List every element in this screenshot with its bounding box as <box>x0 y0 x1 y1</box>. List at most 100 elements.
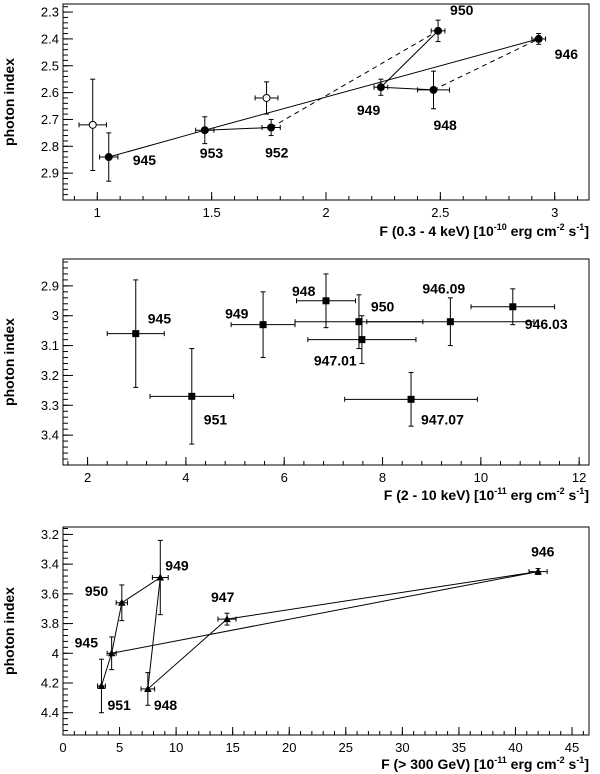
point-label: 946.09 <box>422 281 465 297</box>
x-tick-label: 2 <box>84 470 91 485</box>
triangle-marker <box>223 615 231 623</box>
point-label: 951 <box>107 697 131 713</box>
y-axis-title: photon index <box>1 587 17 675</box>
y-tick-label: 3.8 <box>41 616 59 631</box>
filled-circle-marker <box>434 26 443 35</box>
point-label: 948 <box>292 283 316 299</box>
x-tick-label: 12 <box>572 470 586 485</box>
point-label: 945 <box>148 311 172 327</box>
open-circle-marker <box>262 93 271 102</box>
x-tick-label: 8 <box>379 470 386 485</box>
plot-frame <box>62 526 590 736</box>
square-marker <box>509 303 517 311</box>
x-tick-label: 10 <box>474 470 488 485</box>
point-label: 951 <box>204 411 228 427</box>
chart-panel-3: 0 5 10 15 20 25 30 35 40 45 3.2 3.4 3.6 3.8 4 4.2 4.4 pho… <box>1 526 590 772</box>
point-label: 945 <box>75 634 99 650</box>
square-marker <box>132 330 140 338</box>
y-axis-title: photon index <box>1 318 17 406</box>
data-point: 946.03 <box>470 288 568 332</box>
y-tick-label: 4.2 <box>41 676 59 691</box>
point-label: 948 <box>154 697 178 713</box>
x-axis-title: F (0.3 - 4 keV) [10-10 erg cm-2 s-1] <box>379 222 589 239</box>
data-point <box>254 81 279 115</box>
filled-circle-marker <box>200 126 209 135</box>
connecting-line-solid <box>204 38 539 131</box>
y-tick-label: 2.4 <box>41 31 59 46</box>
data-point: 948 <box>140 672 178 713</box>
point-label: 947.01 <box>314 353 357 369</box>
square-marker <box>358 336 366 344</box>
data-point: 947 <box>211 589 237 626</box>
square-marker <box>446 318 454 326</box>
point-label: 946 <box>531 544 555 560</box>
point-label: 949 <box>357 102 381 118</box>
point-label: 945 <box>133 152 157 168</box>
x-tick-label: 35 <box>452 740 466 755</box>
square-marker <box>259 321 267 329</box>
x-tick-label: 1.5 <box>203 205 221 220</box>
data-point: 952 <box>261 118 289 161</box>
data-point: 948 <box>292 273 356 329</box>
x-tick-label: 45 <box>565 740 579 755</box>
triangle-marker <box>118 598 126 606</box>
square-marker <box>355 318 363 326</box>
data-point: 953 <box>195 116 223 161</box>
data-point: 950 <box>430 2 474 43</box>
y-tick-label: 2.8 <box>41 139 59 154</box>
data-point: 947.01 <box>307 315 417 369</box>
x-tick-label: 1 <box>94 205 101 220</box>
y-tick-label: 3.2 <box>41 368 59 383</box>
y-tick-label: 4.4 <box>41 705 59 720</box>
point-label: 950 <box>371 299 395 315</box>
data-point <box>78 78 107 171</box>
x-tick-label: 0 <box>59 740 66 755</box>
x-tick-label: 3 <box>551 205 558 220</box>
x-tick-label: 20 <box>282 740 296 755</box>
y-tick-label: 3.1 <box>41 338 59 353</box>
point-label: 949 <box>225 306 249 322</box>
data-point: 945 <box>75 634 117 671</box>
data-point: 945 <box>106 279 172 388</box>
data-point: 950 <box>85 583 128 622</box>
x-tick-label: 5 <box>116 740 123 755</box>
x-axis-title: F (> 300 GeV) [10-11 erg cm-2 s-1] <box>381 755 589 772</box>
filled-circle-marker <box>267 123 276 132</box>
x-tick-label: 40 <box>508 740 522 755</box>
y-tick-label: 3.3 <box>41 398 59 413</box>
chart-panel-2: 2 4 6 8 10 12 2.9 3 3.1 3.2 3.3 3.4 photon index F (2… <box>1 258 590 503</box>
x-tick-label: 10 <box>169 740 183 755</box>
point-label: 949 <box>165 558 189 574</box>
y-tick-label: 2.9 <box>41 166 59 181</box>
triangle-marker <box>97 681 106 689</box>
filled-circle-marker <box>104 153 113 162</box>
data-point: 951 <box>149 348 235 445</box>
square-marker <box>322 297 330 305</box>
x-tick-label: 2.5 <box>431 205 449 220</box>
data-point: 949 <box>225 291 296 359</box>
x-tick-label: 15 <box>225 740 239 755</box>
y-tick-label: 2.6 <box>41 85 59 100</box>
triangle-marker <box>144 684 152 692</box>
point-label: 946 <box>555 46 579 62</box>
plot-frame <box>62 258 590 466</box>
data-point: 948 <box>416 70 457 133</box>
square-marker <box>188 392 196 400</box>
point-label: 947.07 <box>421 411 464 427</box>
point-label: 952 <box>265 145 289 161</box>
triangle-marker <box>156 573 165 581</box>
square-marker <box>407 395 415 403</box>
filled-circle-marker <box>376 83 385 92</box>
x-axis-title: F (2 - 10 keV) [10-11 erg cm-2 s-1] <box>384 486 589 503</box>
x-tick-label: 25 <box>339 740 353 755</box>
triangle-marker <box>107 649 116 657</box>
data-point: 947.07 <box>344 371 478 427</box>
filled-circle-marker <box>534 34 543 43</box>
connecting-line-dashed <box>433 38 539 91</box>
y-axis-title: photon index <box>1 58 17 146</box>
connecting-line-solid <box>100 571 539 691</box>
y-tick-label: 2.9 <box>41 278 59 293</box>
data-point: 945 <box>99 132 157 182</box>
